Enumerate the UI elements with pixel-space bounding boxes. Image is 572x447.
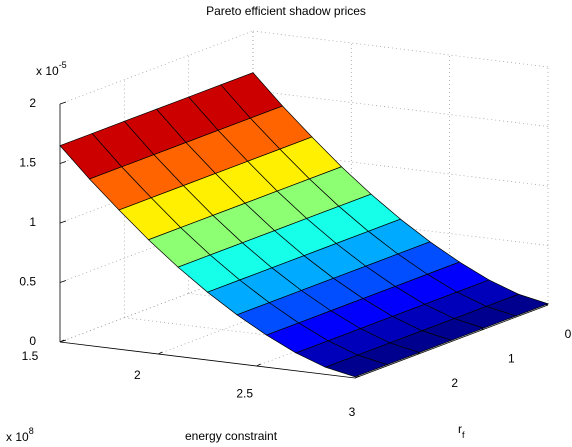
y-axis-label: rf (458, 422, 465, 440)
z-tick (59, 220, 67, 224)
x-tick-label: 3 (349, 405, 356, 419)
z-tick (59, 280, 67, 283)
x-tick (59, 339, 65, 343)
x-axis-label: energy constraint (185, 429, 278, 443)
grid-line (252, 90, 549, 127)
x-tick-label: 2.5 (236, 387, 253, 401)
z-tick-label: 1 (29, 215, 36, 229)
z-tick-label: 0.5 (19, 275, 36, 289)
x-multiplier-exponent: 8 (29, 426, 34, 436)
y-tick-label: 0 (565, 327, 572, 341)
x-tick-label: 2 (134, 368, 141, 382)
x-multiplier: x 108 (6, 426, 34, 444)
x-multiplier-base: x 10 (6, 430, 29, 444)
y-tick-label: 2 (451, 376, 458, 390)
x-tick (256, 363, 261, 367)
z-tick-label: 2 (29, 96, 36, 110)
x-tick (158, 351, 163, 355)
z-tick (59, 161, 67, 164)
x-axis (59, 341, 356, 379)
y-axis (354, 304, 549, 379)
x-tick-label: 1.5 (22, 349, 39, 363)
x-tick (354, 375, 360, 379)
chart-title: Pareto efficient shadow prices (206, 4, 366, 18)
grid-line (252, 30, 549, 68)
y-tick-label: 1 (508, 352, 515, 366)
y-label-subscript: f (462, 430, 465, 440)
grid-line (252, 149, 549, 187)
z-multiplier: x 10-5 (36, 60, 67, 78)
z-tick (59, 101, 67, 105)
surface (59, 72, 550, 378)
y-label-base: r (458, 422, 462, 436)
z-tick-label: 1.5 (19, 156, 36, 170)
z-tick-label: 0 (29, 334, 36, 348)
z-multiplier-base: x 10 (36, 64, 59, 78)
z-multiplier-exponent: -5 (59, 60, 67, 70)
surface-face (324, 354, 389, 378)
